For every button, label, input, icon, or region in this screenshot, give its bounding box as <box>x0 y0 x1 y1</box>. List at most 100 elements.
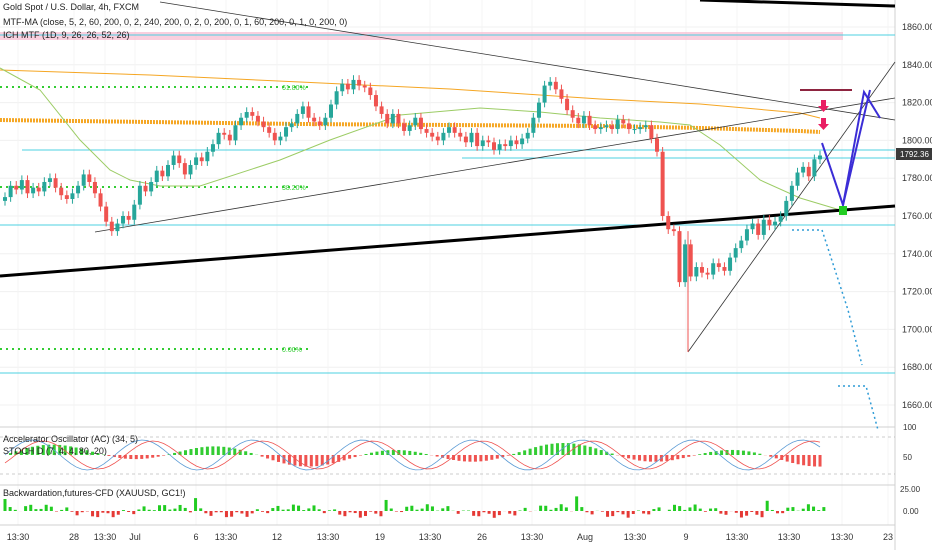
bw-bar <box>688 507 692 511</box>
candle-body <box>104 206 109 222</box>
candle-body <box>306 106 311 118</box>
candle-body <box>784 200 789 216</box>
candle-body <box>255 115 260 122</box>
bw-bar <box>430 506 434 511</box>
bw-bar <box>307 508 311 511</box>
bw-bar <box>456 511 460 514</box>
bw-bar <box>3 499 7 511</box>
candle-body <box>610 125 615 130</box>
ac-bar <box>572 443 576 455</box>
candle-body <box>424 129 429 133</box>
bw-bar <box>286 509 290 511</box>
candle-body <box>278 136 283 141</box>
ac-bar <box>566 443 570 455</box>
ac-bar <box>632 455 636 460</box>
candle-body <box>812 159 817 177</box>
bw-bar <box>173 508 177 511</box>
bw-bar <box>739 511 743 518</box>
bw-bar <box>801 508 805 511</box>
candle-body <box>59 187 64 196</box>
bw-bar <box>312 505 316 511</box>
bw-bar <box>70 511 74 512</box>
ac-bar <box>479 455 483 462</box>
candle-body <box>649 125 654 139</box>
x-tick-label: Aug <box>577 532 593 542</box>
ac-bar <box>747 451 751 455</box>
ac-bar <box>8 453 12 455</box>
bw-bar <box>75 511 79 516</box>
ac-bar <box>643 455 647 462</box>
x-tick-label: 13:30 <box>94 532 117 542</box>
x-tick-label: 13:30 <box>521 532 544 542</box>
candle-body <box>733 248 738 258</box>
ac-bar <box>752 452 756 455</box>
candle-body <box>615 119 620 130</box>
candle-body <box>739 240 744 249</box>
candle-body <box>548 81 553 86</box>
fib-label-000: 0.00% <box>282 347 302 354</box>
candle-body <box>435 136 440 141</box>
ac-bar <box>484 455 488 461</box>
candle-body <box>272 132 277 141</box>
candle-body <box>70 193 75 199</box>
x-tick-label: 13:30 <box>624 532 647 542</box>
ac-bar <box>441 455 445 458</box>
candle-body <box>503 144 508 147</box>
bw-bar <box>544 505 548 511</box>
ac-bar <box>796 455 800 465</box>
candle-body <box>418 117 423 130</box>
bw-bar <box>667 509 671 511</box>
ac-bar <box>495 455 499 459</box>
ac-bar <box>741 450 745 455</box>
candle-body <box>177 155 182 164</box>
bw-bar <box>209 511 213 516</box>
candle-body <box>36 187 41 192</box>
ac-bar <box>369 452 373 455</box>
candle-body <box>778 216 783 222</box>
ac-bar <box>462 455 466 462</box>
ac-bar <box>353 455 357 458</box>
bw-bar <box>523 507 527 511</box>
ac-bar <box>91 451 95 455</box>
bw-bar <box>13 509 17 511</box>
x-tick-label: 13:30 <box>831 532 854 542</box>
ac-bar <box>446 455 450 459</box>
ac-bar <box>599 450 603 455</box>
bw-bar <box>34 509 38 511</box>
candle-body <box>188 164 193 175</box>
candle-body <box>559 89 564 99</box>
ac-bar <box>774 455 778 459</box>
candle-body <box>756 223 761 235</box>
bw-bar <box>626 511 630 518</box>
bw-bar <box>291 504 295 511</box>
candle-body <box>655 138 659 152</box>
ac-bar <box>594 448 598 455</box>
candle-body <box>8 185 13 198</box>
candle-body <box>744 229 749 241</box>
ac-bar <box>63 445 67 455</box>
candle-body <box>31 187 36 194</box>
candle-body <box>705 272 710 275</box>
bw-bar <box>683 509 687 511</box>
candle-body <box>469 132 474 143</box>
bw-bar <box>271 508 275 511</box>
bw-bar <box>297 505 301 511</box>
bw-bar <box>400 511 404 513</box>
candle-body <box>688 244 693 277</box>
bw-bar <box>487 511 491 514</box>
candle-body <box>750 223 755 230</box>
candle-body <box>239 117 244 126</box>
ac-bar <box>528 448 532 455</box>
ac-bar <box>501 455 505 458</box>
bw-bar <box>482 511 486 513</box>
bw-bar <box>132 511 136 515</box>
bw-bar <box>698 508 702 511</box>
bw-bar <box>358 511 362 518</box>
bw-bar <box>245 511 249 517</box>
candle-body <box>47 178 52 182</box>
ac-bar <box>151 455 155 458</box>
bw-bar <box>348 511 352 513</box>
bw-bar <box>204 511 208 514</box>
bw-bar <box>585 511 589 513</box>
